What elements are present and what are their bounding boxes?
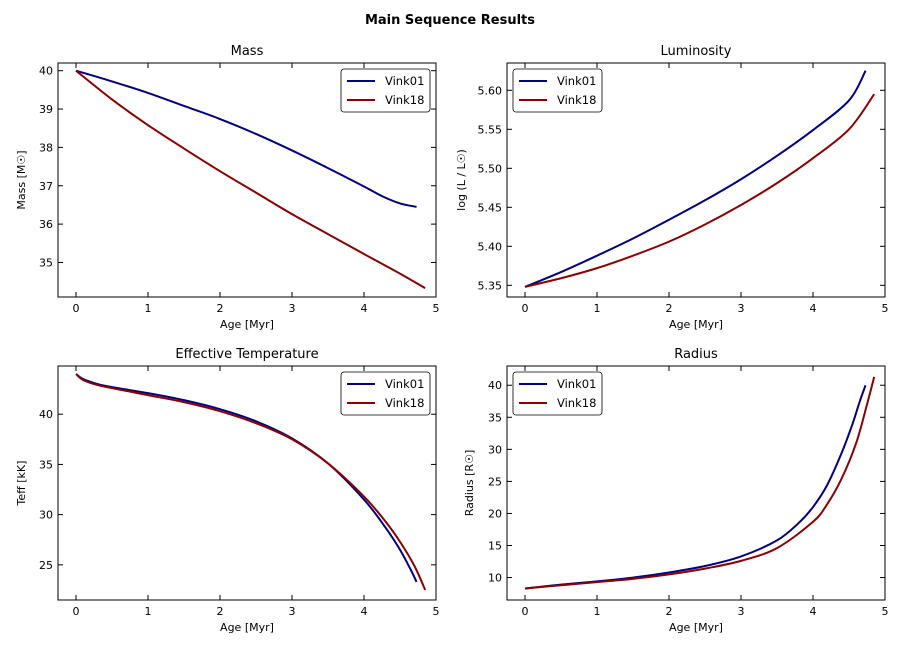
mass-series-vink18: [75, 69, 426, 290]
teff-ytick-label: 25: [39, 559, 53, 572]
mass-xtick-label: 1: [145, 302, 152, 315]
teff-xtick-label: 5: [433, 605, 440, 618]
teff-xtick-label: 4: [361, 605, 368, 618]
teff-series-vink18: [75, 373, 427, 591]
radius-legend: Vink01 Vink18: [512, 371, 603, 416]
teff-panel: Effective Temperature 0 1 2 3 4 5 25 30 35 40 Age […: [15, 347, 440, 634]
lum-ytick-label: 5.35: [478, 279, 503, 292]
teff-legend-box: [340, 371, 431, 416]
mass-xlabel: Age [Myr]: [220, 318, 274, 331]
lum-series-vink01: [524, 70, 867, 288]
mass-legend-box: [340, 68, 431, 113]
radius-series-vink18: [524, 376, 876, 590]
radius-ylabel: Radius [R☉]: [463, 450, 476, 516]
lum-xtick-label: 0: [522, 302, 529, 315]
radius-xlabel: Age [Myr]: [669, 621, 723, 634]
lum-ylabel: log (L / L☉): [455, 149, 468, 211]
mass-ytick-label: 40: [39, 65, 53, 78]
radius-series-vink01: [524, 384, 867, 590]
mass-xtick-label: 2: [217, 302, 224, 315]
mass-ytick-label: 35: [39, 256, 53, 269]
mass-xtick-label: 3: [289, 302, 296, 315]
lum-ytick-label: 5.40: [478, 240, 503, 253]
mass-ytick-label: 37: [39, 180, 53, 193]
lum-ytick-label: 5.50: [478, 162, 503, 175]
lum-xtick-label: 2: [666, 302, 673, 315]
radius-xtick-label: 5: [882, 605, 889, 618]
lum-legend: Vink01 Vink18: [512, 68, 603, 113]
teff-ytick-label: 35: [39, 458, 53, 471]
mass-ytick-label: 39: [39, 103, 53, 116]
radius-ytick-label: 20: [488, 507, 502, 520]
mass-axes-frame: [57, 62, 437, 298]
lum-series-vink18: [524, 93, 876, 288]
radius-axes-frame: [506, 365, 886, 601]
radius-panel: Radius 0 1 2 3 4 5 10 15 20 25 30 35 40 Age [Myr] Radiu…: [463, 347, 889, 634]
lum-legend-label-vink01: Vink01: [557, 74, 596, 88]
teff-ylabel: Teff [kK]: [15, 461, 28, 507]
radius-ytick-label: 25: [488, 475, 502, 488]
radius-title: Radius: [674, 347, 718, 362]
mass-panel: Mass 0 1 2 3 4 5 35 36 37 38 39 40 Age [Myr] Mass [M☉]…: [15, 44, 440, 331]
mass-ylabel: Mass [M☉]: [15, 150, 28, 209]
radius-ytick-label: 35: [488, 411, 502, 424]
teff-ytick-label: 30: [39, 509, 53, 522]
lum-xtick-label: 1: [594, 302, 601, 315]
lum-ytick-label: 5.60: [478, 84, 503, 97]
teff-legend-label-vink01: Vink01: [385, 377, 424, 391]
radius-ytick-label: 15: [488, 540, 502, 553]
radius-xtick-label: 1: [594, 605, 601, 618]
mass-xtick-label: 5: [433, 302, 440, 315]
radius-xtick-label: 3: [738, 605, 745, 618]
mass-xtick-label: 0: [73, 302, 80, 315]
mass-xtick-label: 4: [361, 302, 368, 315]
teff-title: Effective Temperature: [175, 347, 318, 362]
mass-legend: Vink01 Vink18: [340, 68, 431, 113]
teff-axes-frame: [57, 365, 437, 601]
radius-xtick-label: 0: [522, 605, 529, 618]
mass-series-vink01: [75, 69, 417, 208]
teff-xtick-label: 0: [73, 605, 80, 618]
radius-xtick-label: 2: [666, 605, 673, 618]
lum-xtick-label: 5: [882, 302, 889, 315]
mass-ytick-label: 36: [39, 218, 53, 231]
radius-ytick-label: 30: [488, 443, 502, 456]
lum-axes-frame: [506, 62, 886, 298]
lum-legend-label-vink18: Vink18: [557, 93, 596, 107]
radius-legend-label-vink01: Vink01: [557, 377, 596, 391]
lum-ytick-label: 5.55: [478, 123, 503, 136]
teff-legend: Vink01 Vink18: [340, 371, 431, 416]
lum-ytick-label: 5.45: [478, 201, 503, 214]
figure-title: Main Sequence Results: [365, 13, 535, 28]
teff-xtick-label: 3: [289, 605, 296, 618]
mass-legend-label-vink18: Vink18: [385, 93, 424, 107]
mass-legend-label-vink01: Vink01: [385, 74, 424, 88]
radius-legend-label-vink18: Vink18: [557, 396, 596, 410]
radius-legend-box: [512, 371, 603, 416]
radius-ytick-label: 10: [488, 572, 502, 585]
teff-xlabel: Age [Myr]: [220, 621, 274, 634]
teff-xtick-label: 2: [217, 605, 224, 618]
mass-title: Mass: [231, 44, 264, 59]
lum-panel: Luminosity 0 1 2 3 4 5 5.35 5.40 5.45 5.50 5.55 5.60…: [455, 44, 889, 331]
teff-ytick-label: 40: [39, 408, 53, 421]
lum-xtick-label: 4: [810, 302, 817, 315]
lum-xlabel: Age [Myr]: [669, 318, 723, 331]
lum-xtick-label: 3: [738, 302, 745, 315]
radius-ytick-label: 40: [488, 379, 502, 392]
lum-legend-box: [512, 68, 603, 113]
radius-xtick-label: 4: [810, 605, 817, 618]
mass-ytick-label: 38: [39, 141, 53, 154]
lum-title: Luminosity: [661, 44, 732, 59]
teff-xtick-label: 1: [145, 605, 152, 618]
teff-legend-label-vink18: Vink18: [385, 396, 424, 410]
